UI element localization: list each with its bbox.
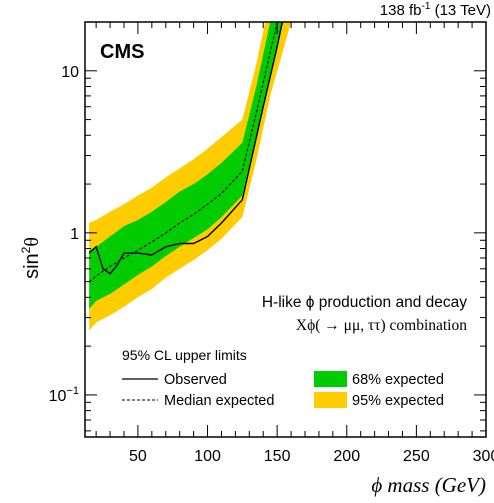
legend-68-swatch — [314, 371, 347, 387]
legend-observed-label: Observed — [164, 372, 227, 388]
legend-95-label: 95% expected — [352, 393, 444, 409]
x-tick-label: 100 — [194, 448, 221, 465]
legend-95-swatch — [314, 392, 347, 408]
y-axis-title: sin2θ — [19, 237, 43, 279]
median-expected-line — [88, 22, 278, 283]
legend: 95% CL upper limits Observed Median expe… — [122, 347, 444, 409]
legend-68-label: 68% expected — [352, 372, 444, 388]
axes-layer: 50 100 150 200 250 300 10−1 1 10 — [49, 21, 494, 465]
plot-frame — [84, 21, 487, 438]
x-tick-label: 200 — [333, 448, 360, 465]
x-tick-label: 250 — [403, 448, 430, 465]
line-layer — [88, 22, 284, 283]
x-tick-label: 150 — [264, 448, 291, 465]
x-tick-label: 50 — [129, 448, 147, 465]
annotation-line-1: H-like ϕ production and decay — [262, 294, 467, 311]
experiment-label: CMS — [100, 41, 144, 63]
y-tick-label: 1 — [70, 226, 79, 243]
band-68-expected — [89, 22, 283, 309]
x-tick-label: 300 — [473, 448, 494, 465]
annotation-line-2: Xϕ( → μμ, ττ) combination — [296, 317, 467, 334]
observed-line — [88, 22, 284, 275]
x-axis-title: ϕ mass (GeV) — [371, 473, 486, 497]
y-tick-label: 10−1 — [49, 385, 79, 405]
lumi-label: 138 fb-1 (13 TeV) — [380, 1, 491, 19]
legend-median-label: Median expected — [164, 393, 274, 409]
legend-title: 95% CL upper limits — [122, 347, 247, 363]
y-tick-label: 10 — [61, 64, 79, 81]
